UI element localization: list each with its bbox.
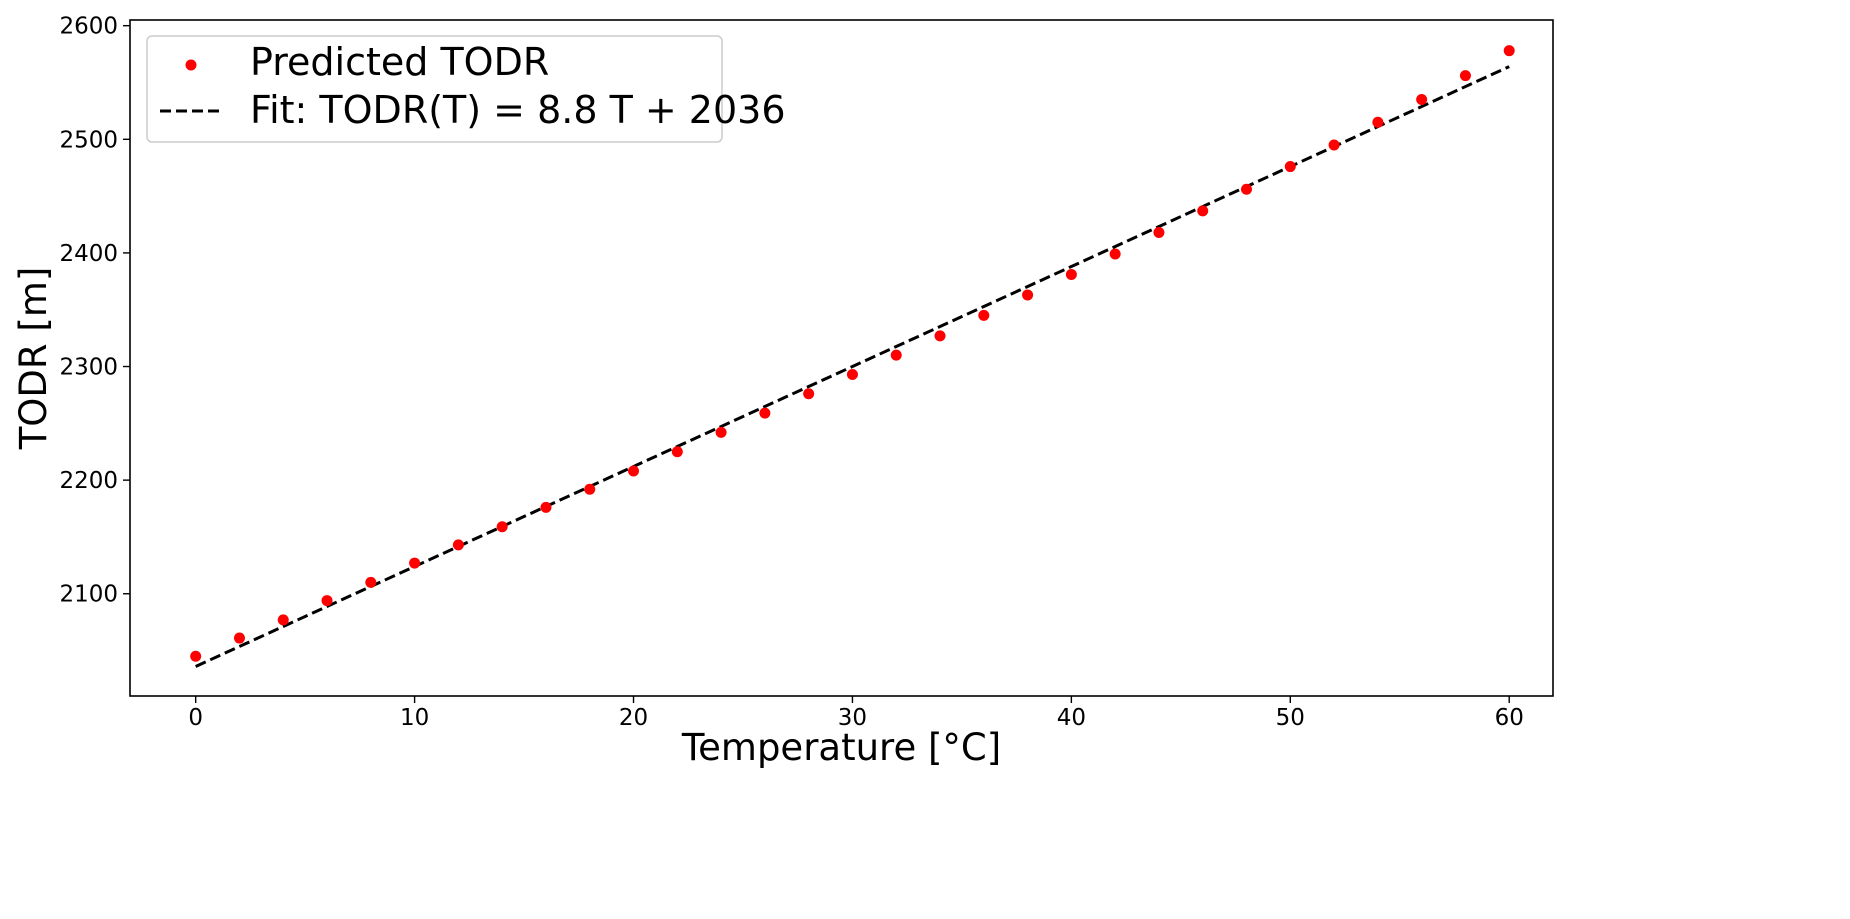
x-tick-label: 60 [1495,705,1524,731]
data-point [409,557,421,569]
data-point [1241,183,1253,195]
legend-label-predicted: Predicted TODR [250,40,549,84]
plot-frame [129,19,1554,697]
legend-label-fit: Fit: TODR(T) = 8.8 T + 2036 [250,88,786,132]
data-point [628,465,640,477]
x-axis: 0 10 20 30 40 50 60 [188,696,1524,731]
x-tick-label: 50 [1276,705,1305,731]
x-tick-label: 0 [188,705,203,731]
data-point [934,330,946,342]
data-point [584,483,596,495]
x-axis-label: Temperature [°C] [681,726,1001,769]
y-axis: 2100 2200 2300 2400 2500 2600 [59,14,130,608]
x-tick-label: 30 [838,705,867,731]
y-tick-label: 2600 [59,14,118,40]
data-point [1503,45,1515,57]
y-tick-label: 2100 [59,582,118,608]
data-point [452,539,464,551]
y-tick-label: 2200 [59,468,118,494]
data-point [1197,205,1209,217]
data-point [890,349,902,361]
x-tick-label: 40 [1057,705,1086,731]
data-point [715,426,727,438]
data-point [846,368,858,380]
data-point [671,446,683,458]
y-tick-label: 2300 [59,355,118,381]
legend-box [146,35,723,143]
data-point [190,650,202,662]
plot-area [129,19,1554,697]
data-point [1459,70,1471,82]
legend: Predicted TODR Fit: TODR(T) = 8.8 T + 20… [146,35,786,143]
data-point [1065,268,1077,280]
data-point [759,407,771,419]
data-point [277,614,289,626]
y-tick-label: 2500 [59,127,118,153]
legend-marker-predicted [185,59,197,71]
data-point [1153,226,1165,238]
y-axis-label: TODR [m] [12,267,55,451]
data-point [1328,139,1340,151]
data-point [803,388,815,400]
data-point [496,521,508,533]
data-point [321,595,333,607]
data-point [1022,289,1034,301]
fit-line [195,65,1510,668]
data-point [540,501,552,513]
x-tick-label: 20 [619,705,648,731]
data-point [1109,248,1121,260]
data-point [365,576,377,588]
x-tick-label: 10 [400,705,429,731]
data-point [1372,116,1384,128]
data-point [1284,161,1296,173]
data-point [233,632,245,644]
y-tick-label: 2400 [59,241,118,267]
data-point [978,309,990,321]
data-point [1416,94,1428,106]
series-layer [190,45,1515,668]
